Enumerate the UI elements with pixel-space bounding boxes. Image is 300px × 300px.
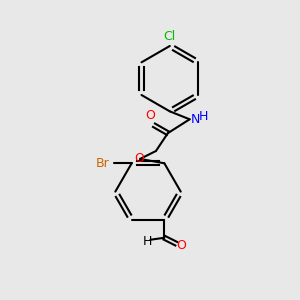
Text: N: N bbox=[190, 113, 200, 126]
Text: O: O bbox=[176, 239, 186, 252]
Text: O: O bbox=[145, 109, 155, 122]
Text: H: H bbox=[143, 235, 152, 248]
Text: Cl: Cl bbox=[164, 30, 176, 43]
Text: O: O bbox=[134, 152, 144, 165]
Text: H: H bbox=[199, 110, 208, 123]
Text: Br: Br bbox=[96, 157, 110, 170]
